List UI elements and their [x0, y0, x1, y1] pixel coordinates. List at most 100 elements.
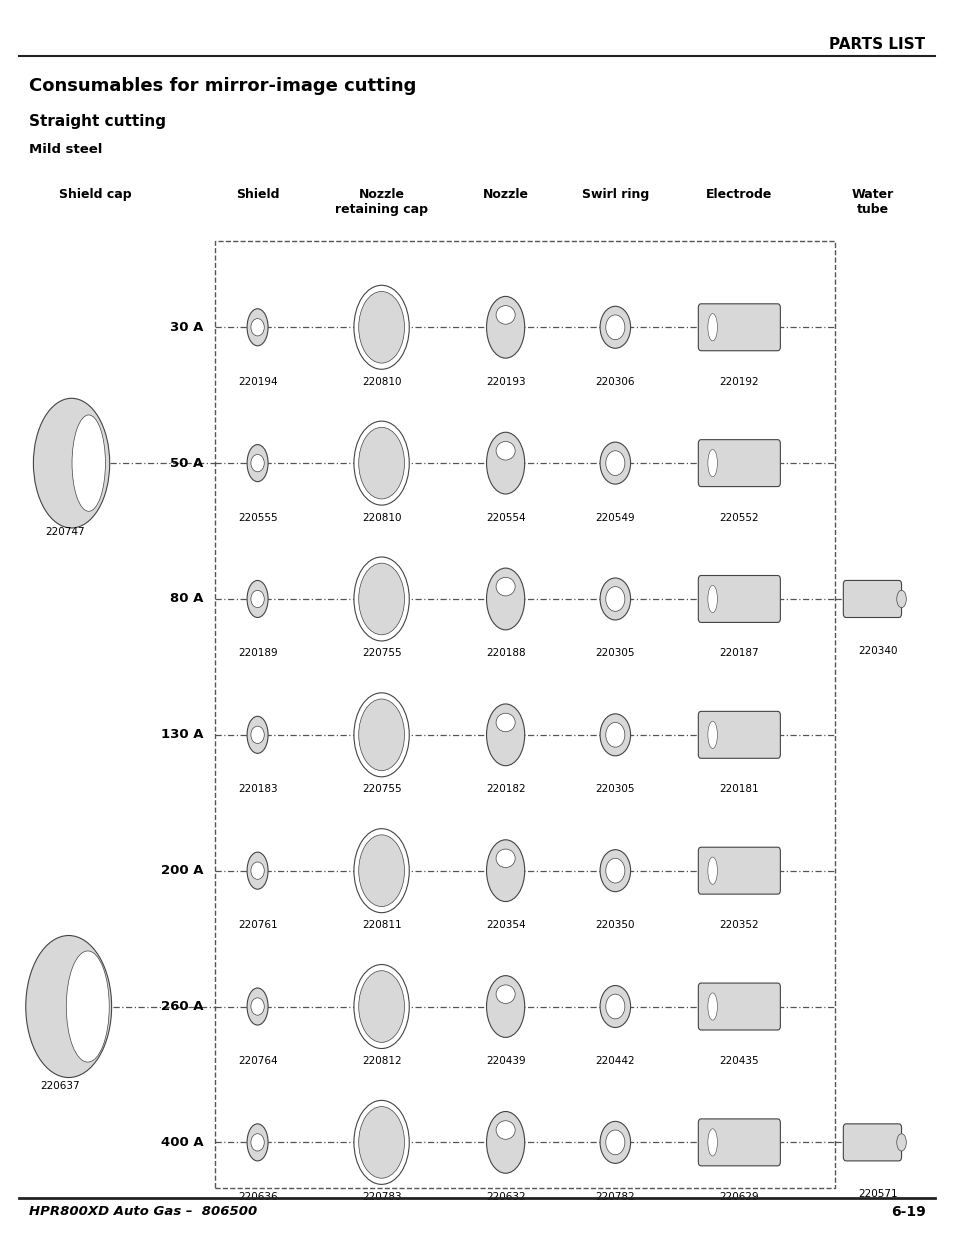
- Ellipse shape: [247, 716, 268, 753]
- Ellipse shape: [358, 1107, 404, 1178]
- Text: 220755: 220755: [361, 784, 401, 794]
- Ellipse shape: [247, 580, 268, 618]
- FancyBboxPatch shape: [698, 1119, 780, 1166]
- Text: 220193: 220193: [485, 377, 525, 387]
- Text: 220761: 220761: [237, 920, 277, 930]
- Text: 220571: 220571: [857, 1189, 897, 1199]
- Text: 220764: 220764: [237, 1056, 277, 1066]
- Ellipse shape: [67, 951, 109, 1062]
- FancyBboxPatch shape: [698, 576, 780, 622]
- Ellipse shape: [599, 306, 630, 348]
- Ellipse shape: [707, 450, 717, 477]
- Ellipse shape: [247, 988, 268, 1025]
- Text: 30 A: 30 A: [170, 321, 203, 333]
- Ellipse shape: [358, 427, 404, 499]
- Ellipse shape: [599, 442, 630, 484]
- Ellipse shape: [486, 976, 524, 1037]
- Text: Electrode: Electrode: [705, 188, 772, 201]
- Text: 220350: 220350: [595, 920, 635, 930]
- Ellipse shape: [358, 835, 404, 906]
- Circle shape: [605, 451, 624, 475]
- Circle shape: [251, 726, 264, 743]
- Ellipse shape: [247, 852, 268, 889]
- Text: Swirl ring: Swirl ring: [581, 188, 648, 201]
- Text: 400 A: 400 A: [160, 1136, 203, 1149]
- Text: 6-19: 6-19: [890, 1205, 924, 1219]
- Ellipse shape: [72, 415, 106, 511]
- Text: 260 A: 260 A: [160, 1000, 203, 1013]
- Ellipse shape: [496, 1121, 515, 1139]
- Ellipse shape: [354, 829, 409, 913]
- Ellipse shape: [599, 714, 630, 756]
- Ellipse shape: [599, 1121, 630, 1163]
- Ellipse shape: [599, 578, 630, 620]
- Circle shape: [251, 862, 264, 879]
- Circle shape: [605, 1130, 624, 1155]
- Text: 220442: 220442: [595, 1056, 635, 1066]
- Ellipse shape: [354, 693, 409, 777]
- Text: PARTS LIST: PARTS LIST: [828, 37, 924, 52]
- Ellipse shape: [247, 309, 268, 346]
- Text: 220632: 220632: [485, 1192, 525, 1202]
- Text: 220747: 220747: [45, 527, 85, 537]
- Text: 220637: 220637: [40, 1081, 80, 1091]
- Text: 220555: 220555: [237, 513, 277, 522]
- Ellipse shape: [26, 936, 112, 1077]
- Ellipse shape: [354, 557, 409, 641]
- FancyBboxPatch shape: [698, 304, 780, 351]
- Circle shape: [251, 319, 264, 336]
- Circle shape: [251, 1134, 264, 1151]
- Text: 220189: 220189: [237, 648, 277, 658]
- Text: 80 A: 80 A: [170, 593, 203, 605]
- Text: Shield: Shield: [235, 188, 279, 201]
- Text: 220306: 220306: [595, 377, 635, 387]
- Ellipse shape: [247, 445, 268, 482]
- Ellipse shape: [486, 296, 524, 358]
- Text: Nozzle
retaining cap: Nozzle retaining cap: [335, 188, 428, 216]
- Text: 220810: 220810: [361, 513, 401, 522]
- Circle shape: [251, 590, 264, 608]
- Text: 220192: 220192: [719, 377, 759, 387]
- Text: 220783: 220783: [361, 1192, 401, 1202]
- Ellipse shape: [486, 432, 524, 494]
- Ellipse shape: [496, 305, 515, 325]
- Text: 220181: 220181: [719, 784, 759, 794]
- Ellipse shape: [496, 713, 515, 731]
- Ellipse shape: [496, 850, 515, 867]
- Text: Shield cap: Shield cap: [59, 188, 132, 201]
- Ellipse shape: [599, 850, 630, 892]
- FancyBboxPatch shape: [698, 847, 780, 894]
- Text: 220340: 220340: [857, 646, 897, 656]
- Ellipse shape: [707, 1129, 717, 1156]
- Text: Nozzle: Nozzle: [482, 188, 528, 201]
- Circle shape: [251, 998, 264, 1015]
- Circle shape: [605, 722, 624, 747]
- Circle shape: [605, 994, 624, 1019]
- FancyBboxPatch shape: [698, 711, 780, 758]
- Ellipse shape: [707, 857, 717, 884]
- Text: 130 A: 130 A: [160, 729, 203, 741]
- Ellipse shape: [707, 993, 717, 1020]
- Text: 220636: 220636: [237, 1192, 277, 1202]
- Text: 220182: 220182: [485, 784, 525, 794]
- Text: 220354: 220354: [485, 920, 525, 930]
- Ellipse shape: [486, 568, 524, 630]
- Text: 220352: 220352: [719, 920, 759, 930]
- Ellipse shape: [896, 1134, 905, 1151]
- Ellipse shape: [354, 421, 409, 505]
- Text: Straight cutting: Straight cutting: [29, 114, 166, 128]
- Text: 200 A: 200 A: [160, 864, 203, 877]
- Bar: [214, 241, 834, 1188]
- FancyBboxPatch shape: [698, 983, 780, 1030]
- Ellipse shape: [354, 965, 409, 1049]
- FancyBboxPatch shape: [698, 440, 780, 487]
- Ellipse shape: [896, 590, 905, 608]
- Ellipse shape: [496, 578, 515, 597]
- Ellipse shape: [354, 285, 409, 369]
- Text: 220755: 220755: [361, 648, 401, 658]
- Text: 220439: 220439: [485, 1056, 525, 1066]
- Text: 220811: 220811: [361, 920, 401, 930]
- Ellipse shape: [354, 1100, 409, 1184]
- Text: Consumables for mirror-image cutting: Consumables for mirror-image cutting: [29, 77, 416, 95]
- Text: 220812: 220812: [361, 1056, 401, 1066]
